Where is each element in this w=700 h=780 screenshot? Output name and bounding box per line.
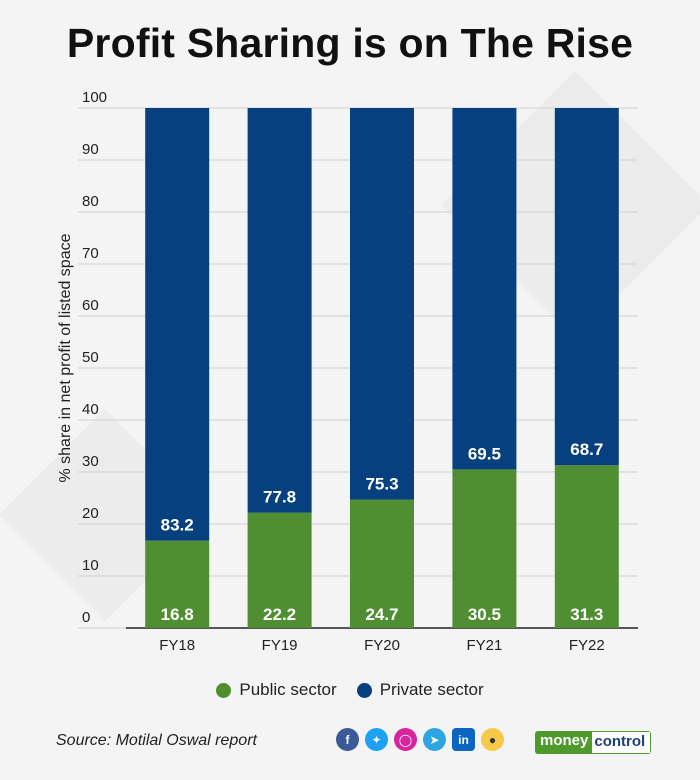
bar-private-sector	[145, 108, 210, 541]
y-tick-label: 30	[82, 453, 99, 470]
legend-label-private: Private sector	[379, 680, 484, 699]
telegram-icon[interactable]: ➤	[423, 728, 446, 751]
bar-public-sector	[145, 540, 210, 628]
social-icons: f ✦ ◯ ➤ in ●	[336, 728, 504, 751]
legend: Public sector Private sector	[0, 680, 700, 700]
x-tick-label: FY18	[159, 637, 195, 654]
bar-public-sector	[452, 469, 517, 628]
bar-public-sector	[554, 465, 619, 628]
private-sector-swatch	[356, 682, 372, 698]
brand-part-control: control	[592, 731, 652, 754]
linkedin-icon[interactable]: in	[452, 728, 475, 751]
x-tick-label: FY19	[262, 637, 298, 654]
moneycontrol-logo: money control	[535, 731, 652, 754]
legend-item-private: Private sector	[356, 680, 484, 700]
y-tick-label: 70	[82, 245, 99, 262]
y-tick-label: 40	[82, 401, 99, 418]
twitter-icon[interactable]: ✦	[365, 728, 388, 751]
chart-title: Profit Sharing is on The Rise	[66, 20, 634, 66]
brand-part-money: money	[535, 731, 593, 754]
data-label-private: 77.8	[263, 488, 296, 507]
data-label-private: 83.2	[161, 516, 194, 535]
bar-private-sector	[452, 108, 517, 470]
legend-item-public: Public sector	[216, 680, 337, 700]
y-tick-label: 100	[82, 89, 107, 106]
koo-icon[interactable]: ●	[481, 728, 504, 751]
bar-private-sector	[554, 108, 619, 466]
y-axis-title: % share in net profit of listed space	[57, 233, 74, 482]
facebook-icon[interactable]: f	[336, 728, 359, 751]
instagram-icon[interactable]: ◯	[394, 728, 417, 751]
footer: Source: Motilal Oswal report f ✦ ◯ ➤ in …	[0, 722, 700, 762]
data-label-private: 68.7	[570, 440, 603, 459]
data-label-private: 75.3	[365, 475, 398, 494]
data-label-public: 30.5	[468, 605, 501, 624]
data-label-public: 31.3	[570, 605, 603, 624]
data-label-public: 22.2	[263, 605, 296, 624]
bar-private-sector	[247, 108, 312, 513]
y-tick-label: 60	[82, 297, 99, 314]
y-tick-label: 80	[82, 193, 99, 210]
x-tick-label: FY20	[364, 637, 400, 654]
x-tick-label: FY21	[466, 637, 502, 654]
source-note: Source: Motilal Oswal report	[56, 732, 257, 749]
y-tick-label: 50	[82, 349, 99, 366]
y-tick-label: 0	[82, 609, 90, 626]
data-label-public: 24.7	[365, 605, 398, 624]
public-sector-swatch	[216, 682, 232, 698]
bar-private-sector	[350, 108, 414, 500]
y-tick-label: 20	[82, 505, 99, 522]
data-label-private: 69.5	[468, 444, 501, 463]
legend-label-public: Public sector	[239, 680, 337, 699]
bar-public-sector	[350, 499, 414, 628]
y-tick-label: 90	[82, 141, 99, 158]
bar-public-sector	[247, 512, 312, 628]
x-tick-label: FY22	[569, 637, 605, 654]
data-label-public: 16.8	[161, 605, 194, 624]
stacked-bar-chart: 0 10 20 30 40 50 60 70 80 90 100 % share in net pro…	[57, 89, 638, 654]
y-tick-label: 10	[82, 557, 99, 574]
